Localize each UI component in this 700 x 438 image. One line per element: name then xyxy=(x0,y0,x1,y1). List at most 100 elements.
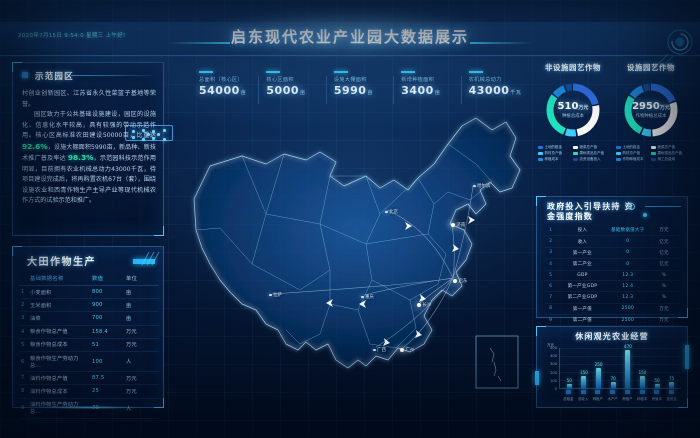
table-row[interactable]: 6 粮食作物生产劳动力总... 100 人 xyxy=(19,351,159,373)
legend-item: 种植成本 xyxy=(538,157,570,162)
y-axis-tick: 200 xyxy=(550,370,557,375)
row-value: 900 xyxy=(90,298,124,313)
row-index: 9 xyxy=(19,398,28,419)
map-city-marker[interactable]: 重庆 xyxy=(361,294,374,300)
row-index: 5 xyxy=(19,338,28,352)
bar-group[interactable]: 150 xyxy=(638,348,646,388)
table-row[interactable]: 4 粮食作物总产值 158.4 万元 xyxy=(19,325,159,339)
row-index: 4 xyxy=(549,261,553,267)
row-value: 51 xyxy=(90,338,124,352)
row-name: 第一产业GDP xyxy=(567,284,598,290)
table-row[interactable]: 7 油料作物总产值 87.5 万元 xyxy=(19,371,159,386)
line-decoration xyxy=(645,206,681,207)
bar-group[interactable]: 50 xyxy=(654,348,661,388)
legend-swatch xyxy=(616,152,621,155)
row-value: 12.3 xyxy=(622,272,634,278)
table-row[interactable]: 5 GDP 12.3% xyxy=(545,270,681,281)
row-index: 1 xyxy=(549,227,553,233)
bar[interactable] xyxy=(596,368,602,388)
bar[interactable] xyxy=(669,382,675,388)
field-crop-table: 基础数据名称 数值 单位 1 小麦面积 800 亩 2 玉米面积 900 亩 3 油菜 700 亩 4 粮… xyxy=(19,271,159,419)
row-unit: 万元 xyxy=(659,228,669,234)
bar-group[interactable]: 75 xyxy=(668,348,675,388)
row-name: 第二产业GDP xyxy=(567,295,598,301)
map-city-marker[interactable]: 广西 xyxy=(373,347,386,353)
legend-item: 果树类品总产值 xyxy=(651,151,683,156)
donut-title: 非设施园艺作物 xyxy=(545,63,601,72)
field-crop-panel: 大田作物生产 基础数据名称 数值 单位 1 小麦面积 800 亩 2 玉米面积 900 亩 3 油… xyxy=(12,246,164,419)
donut-unit: 万元 xyxy=(659,105,670,111)
bar[interactable] xyxy=(610,382,616,388)
table-row[interactable]: 1 投入 基础数据值大于 万元 xyxy=(545,225,681,236)
highlight-value: 98.3% xyxy=(67,153,94,162)
gridline xyxy=(560,364,681,365)
table-row[interactable]: 8 第一产值 2500 万元 xyxy=(545,303,681,315)
row-unit: 万元 xyxy=(124,384,159,399)
donut-chart[interactable]: 510万元 种植总成本 xyxy=(538,79,608,141)
bar-group[interactable]: 470 xyxy=(624,344,632,388)
row-value: 87.5 xyxy=(90,371,124,386)
donut-legend: 土地的租金 蔬菜总产值 药材总产值 果树类品总产值 种植成本 农资设备投入 xyxy=(536,145,610,162)
horticulture-donuts: 非设施园艺作物 510万元 种植总成本土地的租金 蔬菜总产值 药材总产值 果树类品总产值种… xyxy=(536,62,688,188)
table-row[interactable]: 4 第二产业 0 亿元 xyxy=(545,259,681,270)
city-label: 长沙 xyxy=(422,303,432,308)
page-title: 启东现代农业产业园大数据展示 xyxy=(230,28,470,46)
table-row[interactable]: 7 第二产业GDP 12.3% xyxy=(545,292,681,304)
donut-chart[interactable]: 2950万元 作物种植总成本 xyxy=(616,79,686,141)
slash-decoration xyxy=(141,251,160,266)
stat-card: 总面积（核心区） 54000亩 xyxy=(192,71,258,104)
table-row[interactable]: 6 第一产业GDP 12.4% xyxy=(545,280,681,292)
map-city-marker[interactable]: 北京 xyxy=(385,209,398,215)
row-value: 100 xyxy=(90,351,124,373)
legend-label: 作物种植成本 xyxy=(622,157,644,161)
bar-group[interactable]: 250 xyxy=(595,348,603,388)
y-axis-unit: 万元 xyxy=(547,343,555,347)
node-network-icon xyxy=(125,125,173,141)
row-index: 3 xyxy=(549,250,553,256)
highlight-value: 92.6% xyxy=(22,141,48,151)
stat-value: 43000千瓦 xyxy=(468,84,522,97)
bar-group[interactable]: 50 xyxy=(566,348,573,388)
china-map[interactable]: 哈尔滨北京济南启东拉萨 重庆长沙广西 广州 xyxy=(180,104,528,404)
bar-group[interactable]: 70 xyxy=(610,348,617,388)
map-city-marker[interactable]: 济南 xyxy=(451,222,465,228)
map-city-marker[interactable]: 哈尔滨 xyxy=(473,183,490,189)
bar[interactable] xyxy=(625,350,631,388)
map-city-marker[interactable]: 长沙 xyxy=(417,302,431,308)
legend-item: 蔬菜总产值 xyxy=(651,145,683,150)
gov-investment-table: 1 投入 基础数据值大于 万元 2 收入 0 亿元 3 第一产业 0 亿元 4 第二产业 0 亿元 5 GDP 12… xyxy=(545,225,681,326)
bar[interactable] xyxy=(639,376,645,388)
table-row[interactable]: 3 第一产业 0 亿元 xyxy=(545,247,681,259)
legend-item: 果树类品总产值 xyxy=(573,151,605,156)
legend-swatch xyxy=(651,158,656,161)
table-row[interactable]: 2 玉米面积 900 亩 xyxy=(19,298,159,313)
bar[interactable] xyxy=(566,384,572,388)
row-value: 158.4 xyxy=(90,325,124,339)
table-row[interactable]: 8 油料作物总成本 25 万元 xyxy=(19,384,159,399)
legend-label: 蔬菜总产值 xyxy=(657,145,676,149)
bar[interactable] xyxy=(654,384,660,388)
table-row[interactable]: 3 油菜 700 亩 xyxy=(19,311,159,326)
table-row[interactable]: 2 收入 0 亿元 xyxy=(545,236,681,248)
map-city-marker[interactable]: 启东 xyxy=(453,278,467,284)
map-city-marker[interactable]: 拉萨 xyxy=(269,292,282,298)
x-axis-labels: 总租金 总收入 种植产 水产产 养殖产 种植本 养殖本 投资支 xyxy=(559,390,681,403)
title-wing-right xyxy=(470,42,532,44)
map-city-marker[interactable]: 广州 xyxy=(400,347,414,353)
row-name: 第一产业 xyxy=(572,250,592,256)
bar[interactable] xyxy=(581,376,587,388)
row-unit: 亩 xyxy=(124,311,159,326)
legend-label: 蔬菜总产值 xyxy=(579,145,598,149)
row-unit: 亿元 xyxy=(659,250,669,256)
donut-value: 510万元 xyxy=(557,101,589,112)
row-index: 3 xyxy=(19,311,28,326)
bar-group[interactable]: 150 xyxy=(580,348,588,388)
table-row[interactable]: 5 粮食作物总成本 51 万元 xyxy=(19,338,159,352)
table-row[interactable]: 1 小麦面积 800 亩 xyxy=(19,285,159,300)
side-tab-left xyxy=(535,371,539,385)
row-value: 基础数据值大于 xyxy=(610,228,645,234)
row-unit: 万元 xyxy=(124,371,159,386)
table-row[interactable]: 9 第二产值 2500 万元 xyxy=(545,315,681,326)
x-label-text: 水产产 xyxy=(607,396,618,401)
y-axis-tick: 300 xyxy=(550,362,557,367)
